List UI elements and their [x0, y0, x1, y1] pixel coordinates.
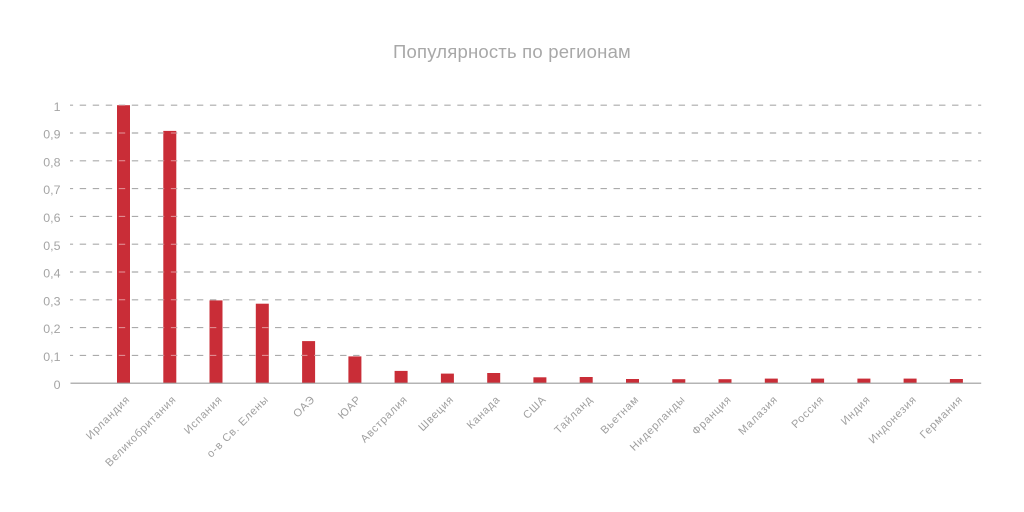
svg-text:Малазия: Малазия — [736, 394, 780, 438]
svg-text:0,1: 0,1 — [43, 350, 60, 364]
svg-text:ОАЭ: ОАЭ — [291, 394, 318, 421]
svg-text:Индия: Индия — [839, 394, 873, 428]
svg-text:Австралия: Австралия — [359, 394, 411, 446]
svg-text:США: США — [521, 394, 549, 422]
svg-text:0,9: 0,9 — [43, 128, 60, 142]
svg-text:0,2: 0,2 — [43, 322, 60, 336]
svg-text:Россия: Россия — [790, 394, 827, 431]
svg-text:0,5: 0,5 — [43, 239, 60, 253]
svg-text:Швеция: Швеция — [416, 394, 456, 434]
svg-text:0,3: 0,3 — [43, 294, 60, 308]
svg-text:0,8: 0,8 — [43, 155, 60, 169]
svg-text:Канада: Канада — [465, 394, 503, 432]
svg-text:Ирландия: Ирландия — [84, 394, 133, 443]
svg-text:Популярность по регионам: Популярность по регионам — [393, 41, 631, 62]
svg-text:Индонезия: Индонезия — [867, 394, 920, 447]
svg-text:Тайланд: Тайланд — [552, 394, 595, 437]
svg-text:0,6: 0,6 — [43, 211, 60, 225]
svg-text:Испания: Испания — [182, 394, 225, 437]
svg-text:Франция: Франция — [690, 394, 734, 438]
svg-text:0,4: 0,4 — [43, 267, 60, 281]
svg-text:Германия: Германия — [918, 394, 966, 442]
svg-text:0,7: 0,7 — [43, 183, 60, 197]
svg-text:1: 1 — [54, 100, 61, 114]
svg-text:0: 0 — [54, 378, 61, 392]
svg-text:ЮАР: ЮАР — [336, 394, 364, 422]
svg-text:Вьетнам: Вьетнам — [599, 394, 642, 437]
